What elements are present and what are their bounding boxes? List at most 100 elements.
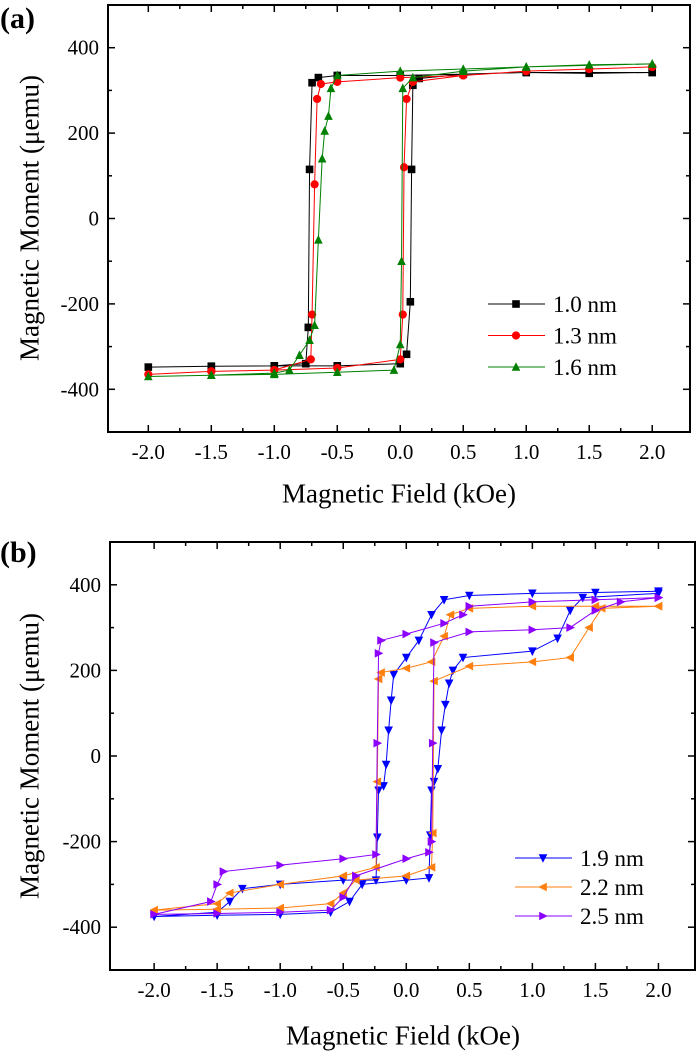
x-tick-label: 0.0 [387,440,413,464]
x-tick-label: -0.5 [321,440,354,464]
data-point [398,83,408,93]
data-point [212,899,221,908]
y-tick-label: 200 [70,658,102,682]
data-point [591,595,601,605]
data-point [415,74,423,83]
data-point [381,760,391,770]
y-tick-label: 400 [68,36,100,60]
data-point [324,111,333,120]
x-tick-label: -1.0 [264,978,297,1002]
data-point [465,627,475,637]
data-point [407,165,416,174]
data-point [565,606,575,616]
x-tick-label: -1.0 [258,440,291,464]
data-point [528,589,537,599]
data-point [285,365,294,374]
plot-panel-0: -2.0 -1.5 -1.0 -0.5 0.0 0.5 1.0 1.5 2.0 -400 -200 0… [61,4,691,464]
data-point [308,78,316,87]
data-point [212,904,221,914]
x-tick-label: -0.5 [327,978,360,1002]
data-point [528,625,538,635]
data-point [616,597,626,607]
data-point [408,72,418,82]
data-point [295,350,304,359]
data-point [352,871,361,881]
data-point [428,738,438,748]
data-point [306,355,315,364]
data-point [326,905,336,915]
series-2-5-nm [150,593,664,919]
legend-marker [512,300,520,308]
data-point [458,653,468,663]
x-tick-label: 1.5 [582,978,608,1002]
plot-panel-1: -2.0 -1.5 -1.0 -0.5 0.0 0.5 1.0 1.5 2.0 -400 -200 0… [63,541,696,1002]
data-point [654,593,664,602]
data-point [275,880,285,889]
data-point [317,153,327,163]
data-point [566,623,575,632]
data-point [270,362,279,370]
data-point [316,79,325,89]
legend-label: 2.5 nm [580,904,644,929]
data-point [647,59,657,68]
data-point [401,663,411,673]
data-point [448,666,458,676]
data-point [320,126,329,135]
data-point [276,860,286,870]
x-tick-label: 1.0 [519,978,545,1002]
x-tick-label: -2.0 [138,978,171,1002]
x-tick-label: 1.0 [513,440,539,464]
data-point [345,897,354,907]
data-point [310,320,319,330]
data-point [305,165,314,174]
data-point [206,370,216,380]
legend-marker [538,882,547,892]
data-point [401,871,411,881]
data-point [445,610,455,620]
panel-label-a: (a) [0,2,35,35]
data-point [426,862,436,872]
data-point [437,726,446,736]
data-point [372,850,381,859]
data-point [584,623,593,632]
data-point [389,670,398,680]
data-point [144,363,153,371]
x-tick-label: -1.5 [195,440,228,464]
data-point [528,597,538,607]
x-tick-label: 0.5 [450,440,476,464]
data-point [527,657,537,667]
data-point [304,323,313,332]
x-tick-label: 0.5 [456,978,482,1002]
data-point [425,848,434,857]
data-point [528,647,537,656]
data-point [276,907,286,917]
data-point [441,700,450,710]
data-point [584,59,594,69]
data-point [427,610,436,620]
legend-label: 1.3 nm [553,324,617,349]
data-point [379,782,388,791]
data-point [464,661,474,671]
data-point [326,83,336,93]
data-point [459,610,468,620]
data-point [374,786,383,796]
data-point [219,867,229,876]
data-point [402,629,412,639]
x-tick-label: 2.0 [639,440,665,464]
x-tick-label: -1.5 [201,978,234,1002]
data-point [207,362,216,371]
data-point [338,871,348,881]
data-point [427,828,437,838]
data-point [314,73,323,82]
panel-label-b: (b) [0,536,37,569]
data-point [377,636,386,645]
data-point [305,335,314,344]
legend-marker [511,362,521,371]
y-tick-label: 0 [91,744,102,768]
data-point [275,903,285,913]
data-point [465,601,475,611]
data-point [653,601,663,611]
data-point [384,726,393,736]
legend: 1.9 nm 2.2 nm 2.5 nm [515,846,644,929]
